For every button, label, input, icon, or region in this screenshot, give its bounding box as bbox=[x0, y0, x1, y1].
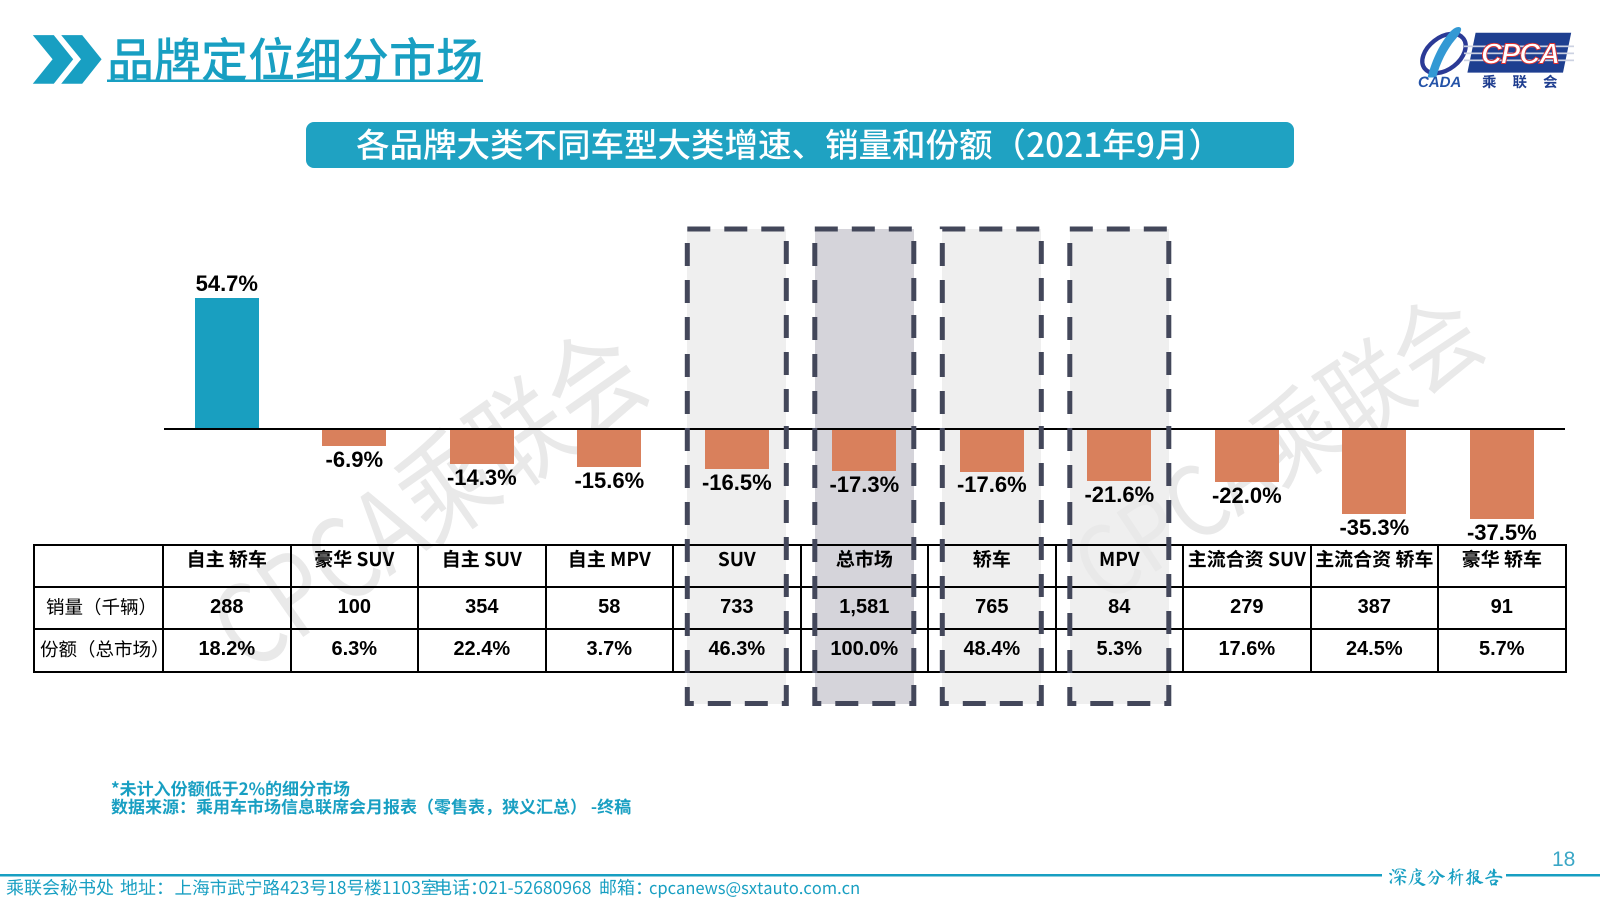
svg-text:18: 18 bbox=[1552, 848, 1575, 871]
